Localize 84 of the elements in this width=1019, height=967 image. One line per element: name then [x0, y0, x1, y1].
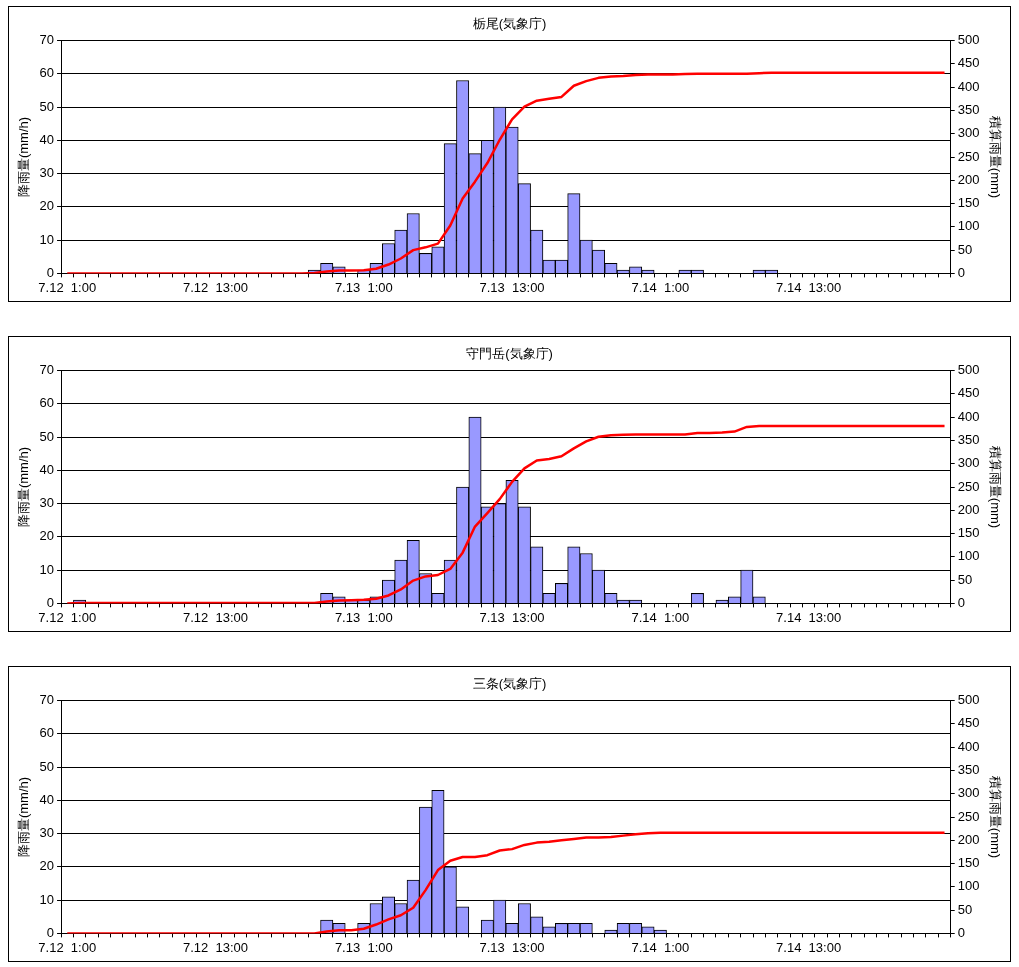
y-tick-label: 60	[39, 65, 55, 81]
y-tick-label: 10	[39, 561, 55, 577]
x-tick-label: 7.14 1:00	[631, 279, 690, 295]
y-tick-label: 40	[39, 461, 55, 477]
y-tick-label: 30	[39, 165, 55, 181]
y-tick-label: 60	[39, 395, 55, 411]
x-tick-label: 7.14 1:00	[631, 939, 690, 955]
y2-tick-label: 300	[957, 125, 980, 141]
y-tick-label: 30	[39, 825, 55, 841]
x-tick-label: 7.12 1:00	[38, 609, 97, 625]
chart-title: 栃尾(気象庁)	[472, 16, 547, 32]
y2-tick-label: 450	[957, 55, 980, 71]
y-tick-label: 0	[46, 264, 55, 280]
x-tick-label: 7.14 13:00	[776, 609, 842, 625]
y2-tick-label: 350	[957, 432, 980, 448]
x-tick-label: 7.14 1:00	[631, 609, 690, 625]
y2-tick-label: 50	[957, 241, 973, 257]
y2-axis-title: 積算雨量(mm)	[987, 445, 1003, 529]
y-tick-label: 70	[39, 692, 55, 708]
y-tick-label: 40	[39, 131, 55, 147]
x-tick-label: 7.12 1:00	[38, 939, 97, 955]
y-tick-label: 50	[39, 428, 55, 444]
y2-tick-label: 300	[957, 785, 980, 801]
y2-tick-label: 150	[957, 525, 980, 541]
y2-tick-label: 500	[957, 692, 980, 708]
y2-axis-title: 積算雨量(mm)	[987, 115, 1003, 199]
y2-tick-label: 400	[957, 78, 980, 94]
y2-tick-label: 400	[957, 408, 980, 424]
y2-tick-label: 200	[957, 171, 980, 187]
y2-tick-label: 150	[957, 855, 980, 871]
x-tick-label: 7.13 13:00	[479, 939, 545, 955]
y-tick-label: 70	[39, 362, 55, 378]
chart-title: 三条(気象庁)	[472, 676, 547, 692]
y-tick-label: 10	[39, 231, 55, 247]
x-tick-label: 7.12 13:00	[182, 609, 249, 625]
y2-tick-label: 0	[957, 594, 965, 610]
y-axis-title: 降雨量(mm/h)	[16, 776, 32, 858]
y2-tick-label: 50	[957, 571, 973, 587]
y-tick-label: 20	[39, 858, 55, 874]
y2-tick-label: 100	[957, 878, 980, 894]
y2-tick-label: 300	[957, 455, 980, 471]
y2-tick-label: 350	[957, 102, 980, 118]
y2-tick-label: 100	[957, 548, 980, 564]
y2-tick-label: 250	[957, 808, 980, 824]
y-tick-label: 70	[39, 32, 55, 48]
y2-tick-label: 400	[957, 738, 980, 754]
y-tick-label: 50	[39, 98, 55, 114]
y2-tick-label: 150	[957, 195, 980, 211]
x-tick-label: 7.14 13:00	[776, 939, 842, 955]
y-tick-label: 0	[46, 594, 55, 610]
x-tick-label: 7.13 1:00	[334, 609, 393, 625]
y2-tick-label: 0	[957, 924, 965, 940]
y-tick-label: 40	[39, 791, 55, 807]
y-tick-label: 30	[39, 495, 55, 511]
y2-tick-label: 450	[957, 385, 980, 401]
y2-tick-label: 0	[957, 264, 965, 280]
y-axis-title: 降雨量(mm/h)	[16, 446, 32, 528]
y2-axis-title: 積算雨量(mm)	[987, 775, 1003, 859]
y-tick-label: 20	[39, 528, 55, 544]
x-tick-label: 7.12 13:00	[182, 939, 249, 955]
y2-tick-label: 250	[957, 478, 980, 494]
x-tick-label: 7.12 1:00	[38, 279, 97, 295]
x-tick-label: 7.14 13:00	[776, 279, 842, 295]
x-tick-label: 7.13 1:00	[334, 279, 393, 295]
y-tick-label: 10	[39, 891, 55, 907]
y2-tick-label: 100	[957, 218, 980, 234]
y2-tick-label: 500	[957, 32, 980, 48]
y-tick-label: 20	[39, 198, 55, 214]
y-axis-title: 降雨量(mm/h)	[16, 116, 32, 198]
y2-tick-label: 200	[957, 501, 980, 517]
y2-tick-label: 250	[957, 148, 980, 164]
y2-tick-label: 200	[957, 831, 980, 847]
x-tick-label: 7.13 13:00	[479, 279, 545, 295]
chart-title: 守門岳(気象庁)	[466, 346, 553, 362]
y2-tick-label: 350	[957, 762, 980, 778]
y2-tick-label: 50	[957, 901, 973, 917]
y2-tick-label: 500	[957, 362, 980, 378]
y-tick-label: 50	[39, 758, 55, 774]
y-tick-label: 60	[39, 725, 55, 741]
y-tick-label: 0	[46, 924, 55, 940]
y2-tick-label: 450	[957, 715, 980, 731]
x-tick-label: 7.12 13:00	[182, 279, 249, 295]
x-tick-label: 7.13 13:00	[479, 609, 545, 625]
x-tick-label: 7.13 1:00	[334, 939, 393, 955]
